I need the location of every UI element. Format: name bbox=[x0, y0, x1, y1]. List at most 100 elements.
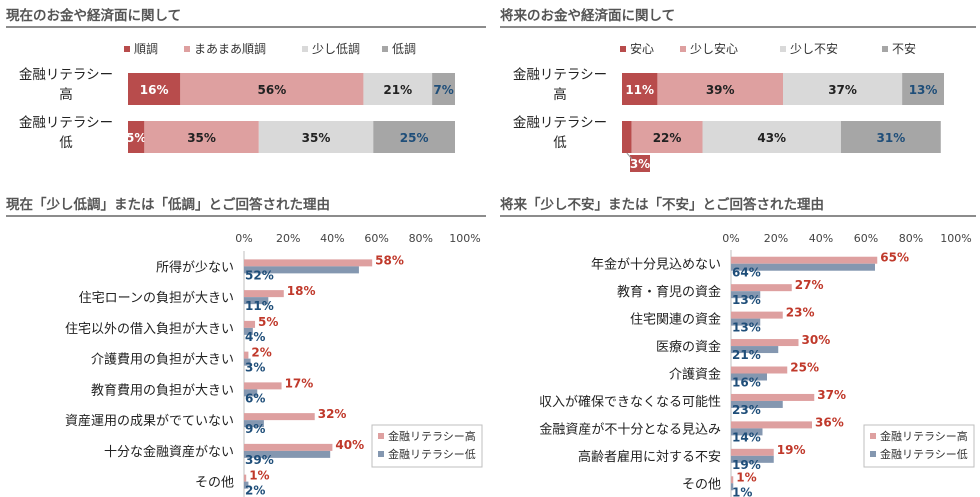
legend-label: 金融リテラシー低 bbox=[880, 447, 968, 461]
legend-swatch bbox=[870, 433, 876, 439]
stack-segment bbox=[702, 121, 841, 153]
x-tick-label: 20% bbox=[276, 232, 300, 245]
data-label-low: 3% bbox=[245, 361, 265, 375]
bar-high bbox=[731, 421, 812, 429]
bar-low bbox=[244, 266, 359, 274]
bar-high bbox=[731, 339, 799, 347]
data-label-low: 9% bbox=[245, 422, 265, 436]
data-label: 43% bbox=[757, 131, 786, 145]
x-tick-label: 80% bbox=[899, 232, 923, 245]
data-label-low: 23% bbox=[732, 403, 761, 417]
category-label: 金融リテラシー bbox=[19, 67, 113, 83]
category-label: 介護資金 bbox=[669, 367, 721, 383]
bar-low bbox=[731, 346, 779, 354]
chart2-title-rule bbox=[500, 26, 976, 28]
category-label: 住宅以外の借入負担が大きい bbox=[65, 322, 234, 337]
legend-swatch-0-1 bbox=[184, 46, 190, 52]
bar-low bbox=[731, 373, 767, 381]
stack-segment bbox=[128, 121, 145, 153]
data-label: 22% bbox=[653, 131, 682, 145]
data-label: 13% bbox=[909, 83, 938, 97]
legend-swatch bbox=[870, 451, 876, 457]
x-tick-label: 100% bbox=[940, 232, 971, 245]
chart4-title: 将来「少し不安」または「不安」とご回答された理由 bbox=[500, 197, 824, 213]
bar-high bbox=[244, 290, 284, 298]
bar-low bbox=[731, 291, 761, 299]
data-label-high: 65% bbox=[880, 251, 909, 265]
category-label: 教育費用の負担が大きい bbox=[91, 382, 234, 398]
data-label-low: 1% bbox=[732, 485, 752, 497]
category-label: 住宅関連の資金 bbox=[630, 312, 721, 328]
legend-label: 低調 bbox=[392, 42, 416, 56]
x-tick-label: 100% bbox=[449, 232, 480, 245]
category-label: 所得が少ない bbox=[156, 259, 234, 275]
data-label-low: 21% bbox=[732, 348, 761, 362]
data-label: 3% bbox=[630, 157, 650, 171]
data-label-low: 13% bbox=[732, 321, 761, 335]
data-label-high: 37% bbox=[817, 388, 846, 402]
category-label: 高齢者雇用に対する不安 bbox=[578, 449, 721, 465]
legend-swatch-1-1 bbox=[680, 46, 686, 52]
data-label-high: 36% bbox=[815, 415, 844, 429]
bar-high bbox=[244, 320, 256, 328]
category-label: 収入が確保できなくなる可能性 bbox=[539, 394, 721, 410]
x-tick-label: 80% bbox=[409, 232, 433, 245]
category-label: 金融リテラシー bbox=[513, 115, 607, 131]
legend-swatch-0-0 bbox=[124, 46, 130, 52]
bar-high bbox=[731, 448, 774, 456]
legend-swatch-1-2 bbox=[780, 46, 786, 52]
legend-label: 安心 bbox=[630, 41, 654, 56]
data-label: 39% bbox=[706, 83, 735, 97]
bar-high bbox=[731, 311, 783, 319]
stack-segment bbox=[622, 73, 658, 105]
chart1-title-rule bbox=[6, 26, 486, 28]
legend-box bbox=[863, 424, 975, 468]
legend-swatch bbox=[378, 451, 384, 457]
stack-segment bbox=[631, 121, 703, 153]
legend-label: まあまあ順調 bbox=[194, 42, 266, 56]
bar-high bbox=[731, 393, 815, 401]
category-label: 金融資産が不十分となる見込み bbox=[539, 421, 721, 437]
bar-low bbox=[731, 400, 783, 408]
data-label-low: 11% bbox=[245, 299, 274, 313]
callout-line bbox=[626, 152, 633, 160]
stack-segment bbox=[144, 121, 259, 153]
data-label: 56% bbox=[258, 83, 287, 97]
legend-label: 少し安心 bbox=[690, 41, 738, 56]
stack-segment bbox=[373, 121, 455, 153]
bar-low bbox=[731, 318, 761, 326]
category-label: 住宅ローンの負担が大きい bbox=[79, 291, 234, 306]
x-tick-label: 0% bbox=[722, 232, 739, 245]
legend-swatch-1-3 bbox=[882, 46, 888, 52]
legend-label: 少し不安 bbox=[790, 41, 838, 56]
x-tick-label: 60% bbox=[364, 232, 388, 245]
stack-segment bbox=[363, 73, 433, 105]
category-label: 介護費用の負担が大きい bbox=[91, 352, 234, 368]
category-label: その他 bbox=[682, 477, 721, 492]
bar-high bbox=[731, 256, 878, 264]
stack-segment bbox=[657, 73, 783, 105]
bar-high bbox=[244, 443, 333, 451]
data-label-high: 30% bbox=[802, 333, 831, 347]
bar-high bbox=[244, 413, 315, 421]
data-label-low: 16% bbox=[732, 376, 761, 390]
chart1-title: 現在のお金や経済面に関して bbox=[6, 8, 182, 24]
x-tick-label: 0% bbox=[235, 232, 252, 245]
stack-segment bbox=[180, 73, 364, 105]
data-label-high: 32% bbox=[318, 407, 347, 421]
data-label: 31% bbox=[877, 131, 906, 145]
category-label: 高 bbox=[553, 86, 567, 103]
data-label-high: 19% bbox=[777, 443, 806, 457]
data-label-low: 6% bbox=[245, 391, 265, 405]
bar-high bbox=[731, 284, 792, 292]
data-label: 16% bbox=[140, 83, 169, 97]
category-label: 金融リテラシー bbox=[513, 67, 607, 83]
data-label: 7% bbox=[433, 83, 453, 97]
stack-segment bbox=[128, 73, 181, 105]
data-label: 25% bbox=[400, 131, 429, 145]
bar-low bbox=[731, 428, 763, 436]
x-tick-label: 20% bbox=[764, 232, 788, 245]
bar-low bbox=[244, 450, 331, 458]
stack-segment bbox=[622, 121, 632, 153]
